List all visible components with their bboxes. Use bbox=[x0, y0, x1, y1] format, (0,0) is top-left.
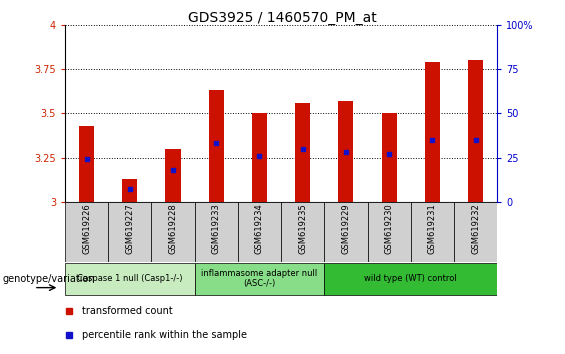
Text: GSM619231: GSM619231 bbox=[428, 204, 437, 254]
Text: GSM619228: GSM619228 bbox=[168, 204, 177, 254]
Bar bbox=[324, 263, 497, 295]
Bar bbox=[381, 113, 397, 202]
Bar bbox=[166, 149, 181, 202]
Text: inflammasome adapter null
(ASC-/-): inflammasome adapter null (ASC-/-) bbox=[201, 269, 318, 289]
Bar bbox=[252, 113, 267, 202]
Bar bbox=[295, 103, 310, 202]
Bar bbox=[425, 62, 440, 202]
Bar bbox=[151, 202, 194, 262]
Bar bbox=[194, 202, 238, 262]
Bar bbox=[411, 202, 454, 262]
Text: GDS3925 / 1460570_PM_at: GDS3925 / 1460570_PM_at bbox=[188, 11, 377, 25]
Bar bbox=[281, 202, 324, 262]
Bar bbox=[338, 101, 354, 202]
Text: wild type (WT) control: wild type (WT) control bbox=[364, 274, 457, 283]
Text: percentile rank within the sample: percentile rank within the sample bbox=[82, 330, 247, 340]
Text: GSM619227: GSM619227 bbox=[125, 204, 134, 254]
Bar bbox=[108, 202, 151, 262]
Bar bbox=[194, 263, 324, 295]
Bar bbox=[324, 202, 368, 262]
Bar bbox=[454, 202, 497, 262]
Bar bbox=[238, 202, 281, 262]
Text: Caspase 1 null (Casp1-/-): Caspase 1 null (Casp1-/-) bbox=[77, 274, 182, 283]
Text: GSM619233: GSM619233 bbox=[212, 204, 221, 255]
Bar bbox=[79, 126, 94, 202]
Text: transformed count: transformed count bbox=[82, 306, 173, 316]
Text: genotype/variation: genotype/variation bbox=[3, 274, 95, 284]
Text: GSM619234: GSM619234 bbox=[255, 204, 264, 254]
Text: GSM619226: GSM619226 bbox=[82, 204, 91, 254]
Bar bbox=[367, 202, 411, 262]
Text: GSM619229: GSM619229 bbox=[341, 204, 350, 254]
Bar bbox=[122, 179, 137, 202]
Text: GSM619230: GSM619230 bbox=[385, 204, 394, 254]
Bar bbox=[468, 60, 483, 202]
Bar bbox=[208, 90, 224, 202]
Text: GSM619235: GSM619235 bbox=[298, 204, 307, 254]
Bar bbox=[65, 202, 108, 262]
Text: GSM619232: GSM619232 bbox=[471, 204, 480, 254]
Bar bbox=[65, 263, 194, 295]
